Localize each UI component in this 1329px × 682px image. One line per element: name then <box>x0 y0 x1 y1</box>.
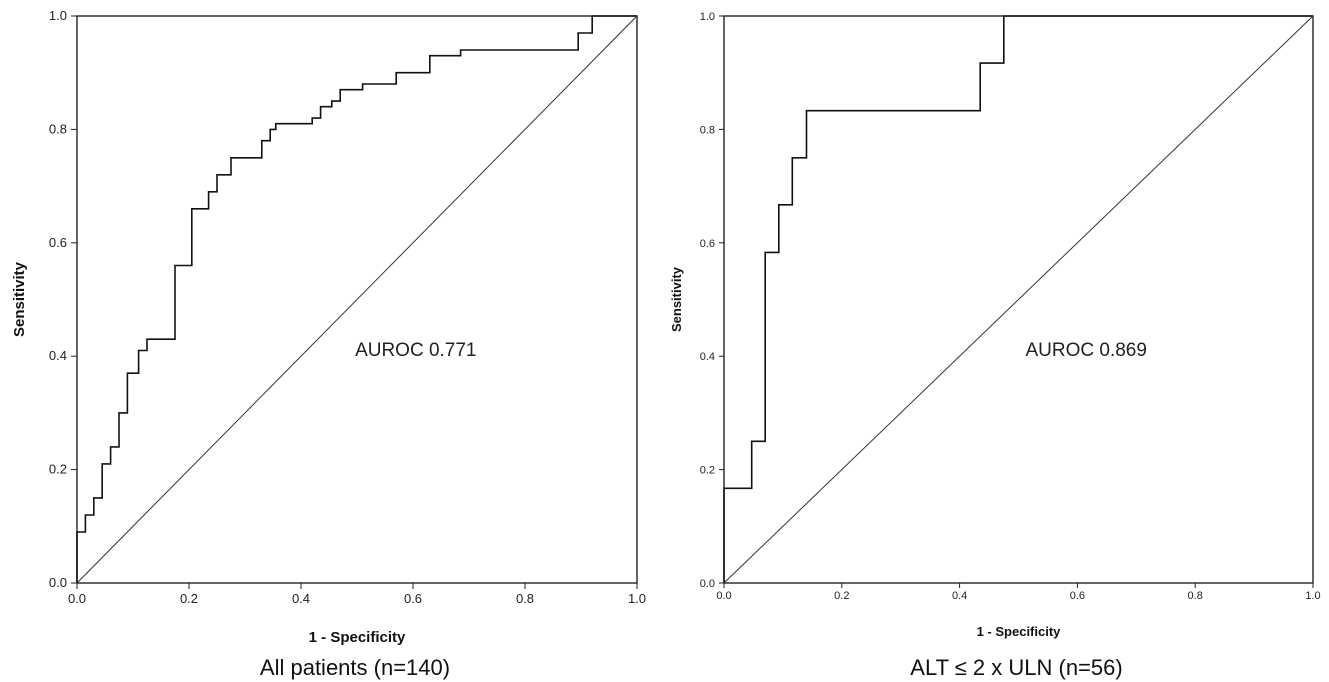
chart1-reference-diagonal <box>76 15 638 584</box>
chart2-roc-curve <box>723 15 1313 583</box>
chart2-auroc-annotation: AUROC 0.869 <box>1026 340 1147 361</box>
chart1-y-tick-label: 0.4 <box>49 348 67 363</box>
chart2-reference-diagonal <box>723 15 1314 584</box>
chart2-y-tick-label: 0.6 <box>700 238 715 250</box>
chart1-x-tick-label: 0.0 <box>68 591 86 606</box>
chart1-y-tick-label: 0.2 <box>49 462 67 477</box>
chart2-x-tick-label: 0.6 <box>1070 590 1085 602</box>
chart1-plot-frame <box>76 15 638 584</box>
chart2-y-tick-label: 1.0 <box>700 11 715 23</box>
chart2-x-axis-title: 1 - Specificity <box>977 624 1062 639</box>
chart2-y-tick-label: 0.2 <box>700 465 715 477</box>
chart2-x-tick-label: 0.4 <box>952 590 967 602</box>
chart1-y-tick-label: 0.6 <box>49 235 67 250</box>
chart1-x-tick-label: 0.2 <box>180 591 198 606</box>
chart2-y-tick-label: 0.0 <box>700 578 715 590</box>
chart1-caption: All patients (n=140) <box>260 655 450 680</box>
chart2-y-axis-title: Sensitivity <box>669 266 684 332</box>
chart1-x-tick-label: 1.0 <box>628 591 646 606</box>
chart2-x-tick-label: 0.2 <box>834 590 849 602</box>
chart1-y-tick-label: 0.0 <box>49 575 67 590</box>
chart1-y-tick-label: 0.8 <box>49 121 67 136</box>
chart2-caption: ALT ≤ 2 x ULN (n=56) <box>910 655 1122 680</box>
chart1-auroc-annotation: AUROC 0.771 <box>355 340 476 361</box>
chart2-y-tick-label: 0.8 <box>700 124 715 136</box>
chart1-x-tick-label: 0.6 <box>404 591 422 606</box>
chart1-roc-curve <box>76 15 637 583</box>
chart2-x-tick-label: 0.0 <box>716 590 731 602</box>
chart1-y-tick-label: 1.0 <box>49 8 67 23</box>
chart2-x-tick-label: 1.0 <box>1305 590 1320 602</box>
chart1-x-tick-label: 0.4 <box>292 591 310 606</box>
chart1-x-axis-title: 1 - Specificity <box>309 629 406 646</box>
chart1-y-axis-title: Sensitivity <box>11 261 28 337</box>
chart2-x-tick-label: 0.8 <box>1188 590 1203 602</box>
chart1-x-tick-label: 0.8 <box>516 591 534 606</box>
chart2-y-tick-label: 0.4 <box>700 351 715 363</box>
